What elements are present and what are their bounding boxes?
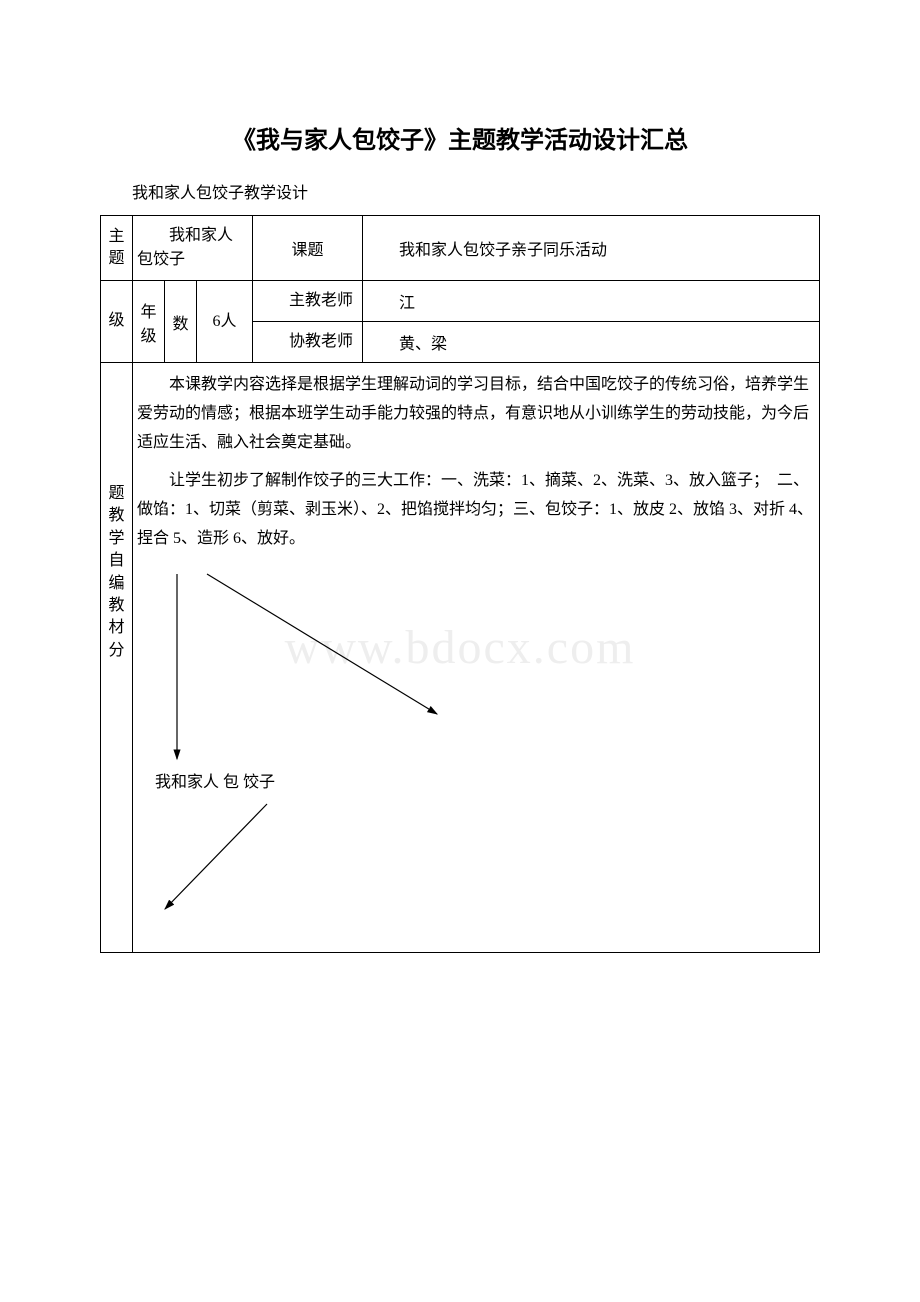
row-teacher-main: 级 年级 数 6人 主教老师 江: [101, 281, 820, 322]
diagram-area: 我和家人 包 饺子: [137, 564, 815, 944]
label-keti: 课题: [253, 216, 363, 281]
page-title: 《我与家人包饺子》主题教学活动设计汇总: [100, 120, 820, 155]
arrow-line-1: [207, 574, 437, 714]
content-paragraph-2: 让学生初步了解制作饺子的三大工作：一、洗菜：1、摘菜、2、洗菜、3、放入篮子； …: [137, 467, 815, 553]
value-count: 6人: [197, 281, 253, 363]
subtitle: 我和家人包饺子教学设计: [100, 179, 820, 203]
value-asst-teacher: 黄、梁: [363, 322, 820, 363]
arrow-line-3: [165, 804, 267, 909]
content-body: 本课教学内容选择是根据学生理解动词的学习目标，结合中国吃饺子的传统习俗，培养学生…: [133, 363, 820, 953]
label-grade: 级: [101, 281, 133, 363]
label-content-side: 题教学自编教材分: [101, 363, 133, 953]
lesson-plan-table: 主题 我和家人包饺子 课题 我和家人包饺子亲子同乐活动 级 年级 数 6人 主教…: [100, 215, 820, 953]
row-content: 题教学自编教材分 本课教学内容选择是根据学生理解动词的学习目标，结合中国吃饺子的…: [101, 363, 820, 953]
label-count-sub: 数: [165, 281, 197, 363]
label-theme: 主题: [101, 216, 133, 281]
value-keti: 我和家人包饺子亲子同乐活动: [363, 216, 820, 281]
diagram-text: 我和家人 包 饺子: [155, 769, 275, 798]
row-theme: 主题 我和家人包饺子 课题 我和家人包饺子亲子同乐活动: [101, 216, 820, 281]
value-theme: 我和家人包饺子: [133, 216, 253, 281]
content-paragraph-1: 本课教学内容选择是根据学生理解动词的学习目标，结合中国吃饺子的传统习俗，培养学生…: [137, 371, 815, 457]
label-main-teacher: 主教老师: [253, 281, 363, 322]
label-asst-teacher: 协教老师: [253, 322, 363, 363]
value-main-teacher: 江: [363, 281, 820, 322]
label-grade-sub: 年级: [133, 281, 165, 363]
arrow-diag-1: [137, 564, 777, 924]
